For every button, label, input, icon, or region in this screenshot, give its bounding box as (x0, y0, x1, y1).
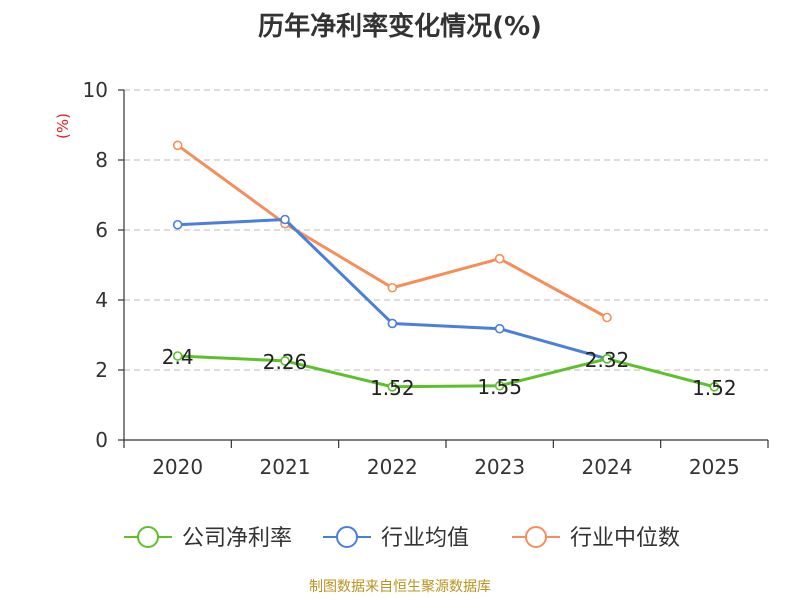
data-point (387, 282, 398, 293)
data-label: 2.26 (263, 350, 308, 374)
legend-marker (336, 526, 358, 548)
data-point (602, 353, 612, 364)
x-tick-label: 2024 (582, 455, 633, 479)
legend-label: 公司净利率 (182, 526, 292, 551)
data-label: 1.55 (477, 375, 522, 399)
y-axis-label: (%) (54, 113, 72, 139)
data-label: 1.52 (692, 376, 737, 400)
x-tick-label: 2023 (474, 455, 525, 479)
legend-marker (525, 526, 547, 548)
data-point (172, 140, 183, 151)
data-point (494, 253, 505, 264)
data-label: 2.32 (585, 348, 630, 372)
x-tick-label: 2021 (260, 455, 311, 479)
y-tick-label: 8 (95, 148, 108, 172)
data-point (280, 356, 290, 366)
x-tick-label: 2022 (367, 455, 418, 479)
data-point (494, 323, 505, 334)
y-tick-label: 0 (95, 428, 108, 452)
data-point (387, 381, 398, 392)
legend-label: 行业均值 (381, 526, 469, 551)
legend-label: 行业中位数 (570, 526, 680, 551)
legend-marker (137, 526, 159, 548)
y-tick-label: 2 (95, 358, 108, 382)
y-tick-label: 4 (95, 288, 108, 312)
x-tick-label: 2025 (689, 455, 740, 479)
data-point (172, 351, 183, 361)
y-tick-label: 6 (95, 218, 108, 242)
data-label: 2.4 (162, 345, 194, 369)
data-point (387, 318, 398, 329)
data-point (172, 219, 183, 230)
data-point (494, 380, 505, 391)
data-source-note: 制图数据来自恒生聚源数据库 (309, 579, 491, 595)
y-tick-label: 10 (83, 78, 108, 102)
series-line (177, 354, 715, 389)
data-point (602, 312, 612, 323)
data-point (280, 214, 290, 225)
data-label: 1.52 (370, 376, 415, 400)
x-tick-label: 2020 (152, 455, 203, 479)
chart-title: 历年净利率变化情况(%) (258, 12, 542, 42)
data-point (709, 381, 720, 392)
